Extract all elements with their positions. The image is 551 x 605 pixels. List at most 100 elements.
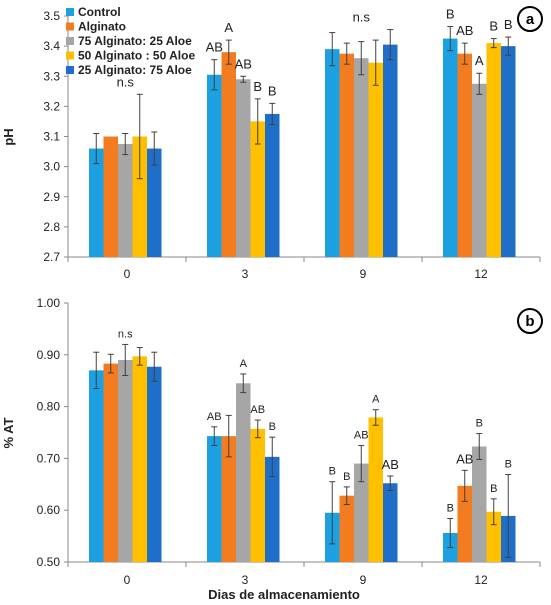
panel-badge — [517, 308, 543, 334]
significance-label: B — [489, 19, 498, 34]
legend-entry: 75 Alginato: 25 Aloe — [78, 34, 192, 48]
significance-label: AB — [382, 457, 399, 472]
bar — [118, 144, 133, 257]
bar — [236, 383, 251, 562]
x-tick-label: 12 — [474, 573, 488, 587]
bar — [368, 417, 383, 562]
bar — [457, 53, 472, 257]
y-tick-label: 1.00 — [37, 296, 61, 310]
significance-label: A — [475, 53, 484, 68]
legend-entry: 50 Alginato : 50 Aloe — [78, 49, 195, 63]
y-tick-label: 3.3 — [43, 69, 60, 83]
legend-swatch — [66, 66, 74, 74]
y-tick-label: 0.60 — [37, 503, 61, 517]
y-tick-label: 3.5 — [43, 9, 60, 23]
x-tick-label: 3 — [242, 267, 249, 281]
y-tick-label: 0.90 — [37, 348, 61, 362]
bar — [383, 483, 398, 562]
significance-label: B — [490, 483, 497, 495]
bar — [221, 436, 236, 562]
legend-entry: Control — [78, 5, 121, 19]
significance-label: AB — [456, 23, 473, 38]
bar — [221, 52, 236, 258]
legend-swatch — [66, 37, 74, 45]
y-tick-label: 3.1 — [43, 130, 60, 144]
y-tick-label: 2.8 — [43, 220, 60, 234]
significance-label: B — [446, 7, 455, 22]
chart-panel-a: 2.72.82.93.03.13.23.33.43.50 3 9 12n.sABAAB… — [1, 5, 543, 281]
y-axis-label: % AT — [1, 417, 16, 448]
significance-label: AB — [206, 40, 223, 55]
x-tick-label: 0 — [124, 267, 131, 281]
significance-label: AB — [456, 451, 473, 466]
y-tick-label: 2.7 — [43, 250, 60, 264]
significance-label: n.s — [353, 10, 371, 25]
bar — [103, 363, 118, 562]
bar — [250, 428, 265, 562]
panel-badge — [517, 6, 543, 32]
bar — [103, 136, 118, 257]
x-axis-label: Dias de almacenamiento — [208, 587, 360, 602]
bar — [354, 463, 369, 562]
significance-label: B — [504, 17, 513, 32]
bar — [339, 495, 354, 562]
x-tick-label: 0 — [124, 573, 131, 587]
x-tick-label: 12 — [474, 267, 488, 281]
bar — [132, 356, 147, 562]
significance-label: AB — [235, 56, 252, 71]
bar — [89, 370, 104, 562]
bar — [383, 44, 398, 258]
significance-label: B — [505, 458, 512, 470]
legend-entry: 25 Alginato: 75 Aloe — [78, 63, 192, 77]
significance-label: AB — [207, 411, 222, 423]
legend-swatch — [66, 22, 74, 31]
legend-entry: Alginato — [78, 20, 126, 34]
bar — [265, 456, 280, 562]
significance-label: B — [329, 466, 336, 478]
bar — [147, 148, 162, 257]
bar — [132, 136, 147, 257]
bar — [501, 46, 516, 257]
bar — [368, 62, 383, 257]
y-tick-label: 0.50 — [37, 555, 61, 569]
y-tick-label: 3.4 — [43, 39, 60, 53]
significance-label: n.s — [117, 74, 135, 89]
x-tick-label: 9 — [360, 573, 367, 587]
y-tick-label: 2.9 — [43, 190, 60, 204]
bar — [118, 359, 133, 562]
significance-label: A — [240, 358, 248, 370]
bar — [325, 49, 340, 258]
significance-label: B — [268, 83, 277, 98]
bar — [207, 436, 222, 562]
legend-swatch — [66, 8, 74, 16]
bar — [89, 148, 104, 257]
bar — [354, 58, 369, 257]
significance-label: AB — [354, 429, 369, 441]
y-tick-label: 0.70 — [37, 451, 61, 465]
bar — [486, 511, 501, 562]
y-tick-label: 3.0 — [43, 160, 60, 174]
panel-badge-label: b — [525, 313, 534, 330]
bar — [472, 446, 487, 562]
bar — [472, 83, 487, 257]
y-tick-label: 3.2 — [43, 99, 60, 113]
significance-label: A — [372, 394, 380, 406]
significance-label: B — [269, 421, 276, 433]
significance-label: B — [253, 79, 262, 94]
significance-label: B — [476, 418, 483, 430]
bar — [147, 366, 162, 562]
x-tick-label: 3 — [242, 573, 249, 587]
bar — [236, 79, 251, 257]
significance-label: AB — [250, 404, 265, 416]
bar — [443, 38, 458, 257]
bar — [339, 53, 354, 257]
y-axis-label: pH — [1, 128, 16, 145]
bar — [207, 74, 222, 258]
significance-label: B — [447, 502, 454, 514]
significance-label: A — [224, 20, 233, 35]
bar — [265, 113, 280, 257]
legend-swatch — [66, 51, 74, 60]
y-tick-label: 0.80 — [37, 400, 61, 414]
